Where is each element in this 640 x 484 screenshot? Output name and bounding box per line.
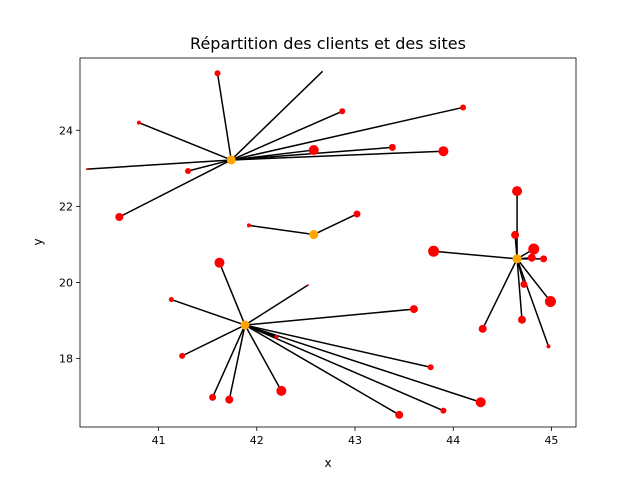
client-point (214, 70, 221, 77)
client-point (438, 146, 449, 157)
client-link-line (216, 73, 232, 161)
client-point (440, 407, 447, 414)
client-link-line (218, 262, 246, 326)
site-point (309, 230, 319, 240)
client-link-line (244, 284, 309, 326)
client-link-line (138, 121, 232, 161)
x-axis-label: x (324, 456, 331, 470)
client-link-line (244, 324, 431, 369)
client-link-line (230, 70, 324, 161)
client-link-line (181, 324, 246, 357)
client-link-line (231, 106, 464, 161)
client-link-line (244, 324, 400, 416)
client-link-line (244, 308, 415, 326)
client-point (520, 280, 528, 288)
client-link-line (228, 324, 246, 400)
client-point (546, 344, 551, 349)
x-tick-label: 43 (348, 434, 362, 447)
x-tick-label: 41 (152, 434, 166, 447)
client-point (544, 295, 556, 307)
client-link-line (118, 159, 232, 218)
client-point (136, 120, 141, 125)
y-axis-label: y (31, 238, 45, 245)
client-point (339, 108, 346, 115)
client-point (185, 167, 192, 174)
client-link-line (171, 298, 246, 326)
client-link-line (482, 258, 518, 330)
client-point (214, 257, 225, 268)
client-point (388, 143, 396, 151)
client-point (475, 397, 486, 408)
client-point (179, 352, 186, 359)
x-tick-label: 45 (544, 434, 558, 447)
client-point (246, 223, 251, 228)
y-tick-label: 24 (59, 124, 73, 137)
client-link-line (86, 159, 232, 170)
client-point (478, 324, 487, 333)
client-point (168, 297, 174, 303)
client-link-line (516, 258, 550, 347)
x-axis-ticks: 41 42 43 44 45 (152, 427, 558, 447)
client-point (274, 334, 279, 339)
client-link-line (244, 324, 481, 403)
client-point (115, 213, 124, 222)
client-point (276, 385, 287, 396)
scatter-points (85, 70, 556, 419)
client-link-line (433, 250, 518, 260)
client-point (409, 305, 418, 314)
client-point (540, 255, 548, 263)
client-point (353, 210, 361, 218)
client-point (427, 364, 434, 371)
site-point (226, 155, 236, 165)
plot-frame (79, 57, 577, 428)
client-point (209, 393, 217, 401)
x-tick-label: 44 (446, 434, 460, 447)
client-point (225, 395, 234, 404)
x-tick-label: 42 (250, 434, 264, 447)
y-tick-label: 18 (59, 353, 73, 366)
client-link-line (187, 159, 232, 172)
y-axis-ticks: 18 20 22 24 (59, 124, 80, 366)
client-link-line (516, 258, 523, 320)
client-link-line (211, 324, 246, 398)
chart-title: Répartition des clients et des sites (190, 34, 466, 53)
client-point (306, 284, 309, 287)
client-point (511, 230, 520, 239)
client-link-line (244, 324, 283, 392)
site-point (240, 320, 250, 330)
client-point (517, 315, 526, 324)
site-point (512, 254, 522, 264)
client-point (528, 243, 540, 255)
client-point (512, 186, 523, 197)
client-point (428, 245, 440, 257)
client-link-line (313, 213, 358, 236)
client-point (85, 168, 88, 171)
client-link-line (231, 150, 444, 161)
y-tick-label: 20 (59, 276, 73, 289)
client-link-line (248, 224, 314, 236)
client-point (527, 253, 536, 262)
y-tick-label: 22 (59, 200, 73, 213)
client-link-line (244, 324, 444, 412)
client-point (395, 410, 404, 419)
link-lines (86, 70, 552, 416)
client-point (460, 104, 467, 111)
client-link-line (516, 258, 552, 302)
client-point (308, 145, 319, 156)
client-link-line (230, 110, 343, 161)
